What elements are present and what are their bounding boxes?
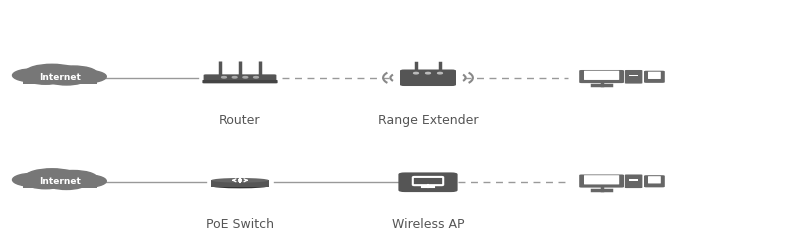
Circle shape (26, 177, 66, 189)
Circle shape (26, 72, 66, 84)
FancyBboxPatch shape (398, 173, 458, 192)
Circle shape (438, 72, 442, 74)
FancyBboxPatch shape (625, 70, 642, 84)
Circle shape (46, 177, 86, 190)
Circle shape (13, 69, 56, 82)
Text: Internet: Internet (39, 72, 81, 82)
Ellipse shape (211, 184, 269, 188)
FancyBboxPatch shape (579, 70, 624, 83)
FancyBboxPatch shape (584, 175, 619, 184)
Circle shape (46, 73, 86, 85)
Circle shape (65, 175, 106, 187)
FancyBboxPatch shape (625, 174, 642, 188)
FancyBboxPatch shape (629, 179, 638, 181)
FancyBboxPatch shape (584, 71, 619, 80)
Text: Router: Router (219, 114, 261, 127)
Circle shape (26, 169, 78, 185)
Circle shape (222, 77, 226, 78)
FancyBboxPatch shape (648, 176, 661, 183)
FancyBboxPatch shape (400, 69, 456, 86)
Circle shape (414, 72, 418, 74)
FancyBboxPatch shape (203, 74, 277, 81)
FancyBboxPatch shape (629, 75, 638, 76)
Circle shape (243, 77, 248, 78)
FancyBboxPatch shape (202, 80, 278, 83)
Text: PoE Switch: PoE Switch (206, 218, 274, 231)
Circle shape (232, 77, 237, 78)
FancyBboxPatch shape (644, 175, 665, 187)
FancyBboxPatch shape (648, 72, 661, 79)
Circle shape (254, 77, 258, 78)
Circle shape (13, 173, 56, 186)
Circle shape (49, 66, 97, 81)
Text: Internet: Internet (39, 177, 81, 186)
FancyBboxPatch shape (644, 71, 665, 83)
Circle shape (49, 171, 97, 185)
Text: Wireless AP: Wireless AP (392, 218, 464, 231)
FancyBboxPatch shape (23, 180, 97, 188)
Circle shape (65, 70, 106, 83)
FancyBboxPatch shape (211, 180, 269, 187)
Ellipse shape (211, 178, 269, 183)
Circle shape (426, 72, 430, 74)
Circle shape (26, 64, 78, 80)
FancyBboxPatch shape (579, 174, 624, 188)
FancyBboxPatch shape (23, 75, 97, 84)
Text: Range Extender: Range Extender (378, 114, 478, 127)
